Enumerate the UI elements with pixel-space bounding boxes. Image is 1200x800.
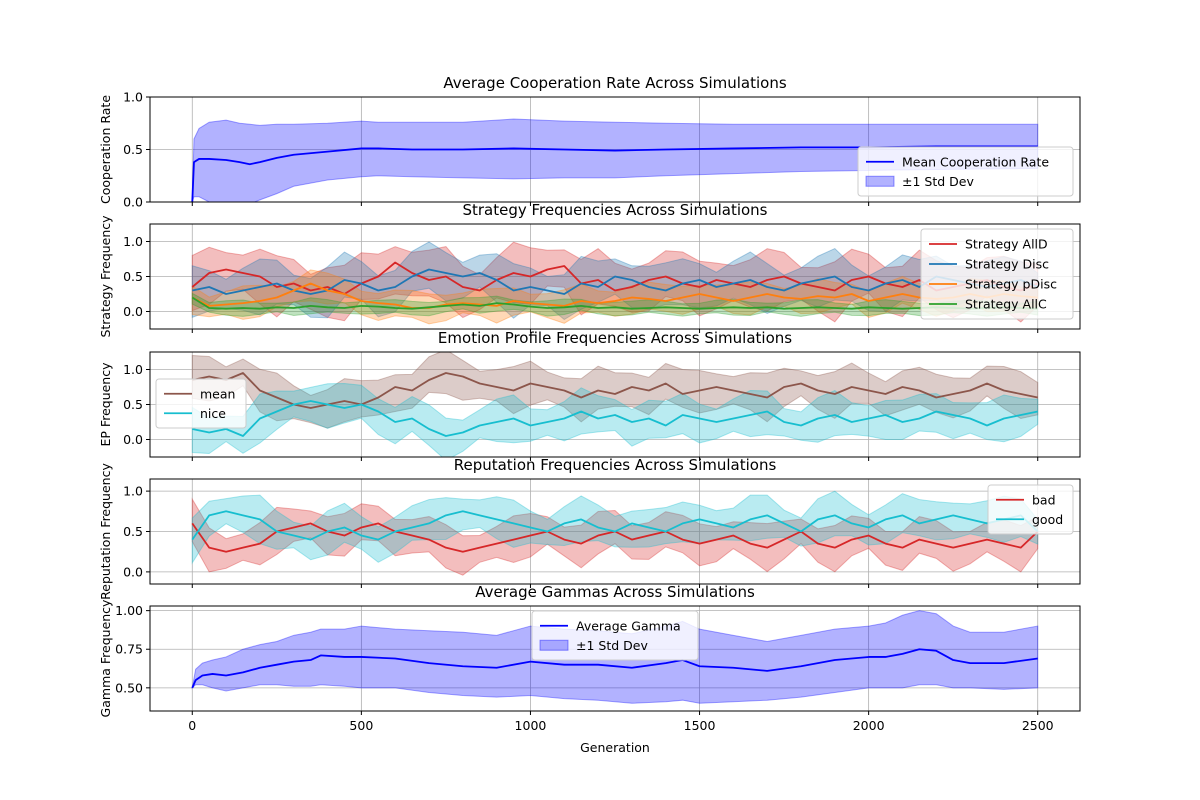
legend: Strategy AllD Strategy Disc Strategy pDisc…	[920, 228, 1074, 320]
subplot-4: 0.0 0.5 1.0 Reputation Frequencies Across S…	[98, 456, 1081, 600]
std-band-1	[191, 352, 1039, 429]
subplot-2: 0.0 0.5 1.0 Strategy Frequencies Across Sim…	[98, 201, 1081, 338]
legend-label: Average Gamma	[576, 618, 681, 633]
series-line-1	[191, 261, 1039, 295]
subplot-title: Strategy Frequencies Across Simulations	[462, 201, 767, 219]
y-tick-label: 1.00	[115, 603, 143, 618]
x-tick-label: 1000	[515, 718, 547, 733]
y-tick-label: 0.5	[123, 269, 143, 284]
series-line-2	[192, 268, 1039, 295]
legend-patch	[539, 639, 569, 651]
subplot-3: 0.0 0.5 1.0 Emotion Profile Frequencies Acr…	[98, 329, 1081, 461]
legend-label: mean	[200, 386, 235, 401]
y-axis-label: Reputation Frequency	[98, 463, 113, 600]
x-tick-label: 2500	[1022, 718, 1054, 733]
y-tick-label: 0.0	[123, 195, 143, 210]
legend: Mean Cooperation Rate ±1 Std Dev	[857, 146, 1074, 197]
subplot-title: Reputation Frequencies Across Simulation…	[454, 456, 777, 474]
series-line-1	[192, 372, 1038, 409]
legend-label: Mean Cooperation Rate	[902, 154, 1049, 169]
std-band-1	[191, 497, 1039, 576]
series-line-2	[191, 510, 1039, 541]
y-tick-label: 1.0	[123, 90, 143, 105]
plot-area	[191, 490, 1039, 576]
x-tick-label: 0	[188, 718, 196, 733]
legend-box	[857, 146, 1074, 197]
legend-label: ±1 Std Dev	[902, 174, 974, 189]
y-axis-label: Cooperation Rate	[98, 95, 113, 204]
legend-label: Strategy AllD	[965, 237, 1048, 252]
std-band-2	[191, 490, 1039, 565]
legend-label: bad	[1032, 492, 1056, 507]
series-line-1	[191, 648, 1038, 689]
y-axis-label: Strategy Frequency	[98, 215, 113, 338]
y-tick-label: 1.0	[123, 234, 143, 249]
axes-frame	[149, 605, 1081, 712]
legend: bad good	[987, 484, 1074, 535]
x-tick-label: 2000	[853, 718, 885, 733]
legend-label: good	[1032, 512, 1063, 527]
x-tick-label: 500	[349, 718, 373, 733]
legend-box	[155, 378, 247, 429]
y-tick-label: 1.0	[123, 362, 143, 377]
series-line-4	[191, 296, 1038, 310]
subplot-title: Average Gammas Across Simulations	[475, 583, 755, 601]
legend: Average Gamma ±1 Std Dev	[531, 610, 699, 661]
y-tick-label: 0.0	[123, 304, 143, 319]
series-line-1	[191, 145, 1038, 202]
legend-label: Strategy AllC	[965, 297, 1047, 312]
subplots-group: 0.0 0.5 1.0 Average Cooperation Rate Across…	[98, 74, 1081, 733]
y-tick-label: 0.5	[123, 142, 143, 157]
plot-area	[191, 118, 1039, 202]
plot-area	[191, 352, 1039, 457]
subplot-5: 0 500 1000 1500 2000 2500 0.50 0.75 1.00 Average …	[98, 583, 1081, 733]
series-line-3	[191, 282, 1038, 309]
y-axis-label: Gamma Frequency	[98, 599, 113, 718]
legend-label: Strategy pDisc	[965, 277, 1057, 292]
y-tick-label: 0.0	[123, 564, 143, 579]
y-axis-label: EP Frequency	[98, 362, 113, 447]
y-tick-label: 0.5	[123, 397, 143, 412]
legend-label: ±1 Std Dev	[576, 638, 648, 653]
legend-label: nice	[200, 406, 226, 421]
x-axis-label: Generation	[580, 740, 650, 755]
std-band-2	[191, 383, 1039, 457]
y-tick-label: 0.0	[123, 432, 143, 447]
y-tick-label: 0.5	[123, 524, 143, 539]
legend-box	[920, 228, 1074, 320]
legend-patch	[865, 175, 895, 187]
y-tick-label: 1.0	[123, 484, 143, 499]
y-tick-label: 0.50	[115, 680, 143, 695]
y-tick-label: 0.75	[115, 642, 143, 657]
legend-label: Strategy Disc	[965, 257, 1049, 272]
series-line-2	[192, 400, 1038, 437]
legend-box	[987, 484, 1074, 535]
subplot-title: Average Cooperation Rate Across Simulati…	[443, 74, 787, 92]
legend-box	[531, 610, 699, 661]
x-tick-label: 1500	[684, 718, 716, 733]
subplot-title: Emotion Profile Frequencies Across Simul…	[438, 329, 792, 347]
legend: mean nice	[155, 378, 247, 429]
subplot-1: 0.0 0.5 1.0 Average Cooperation Rate Across…	[98, 74, 1081, 210]
